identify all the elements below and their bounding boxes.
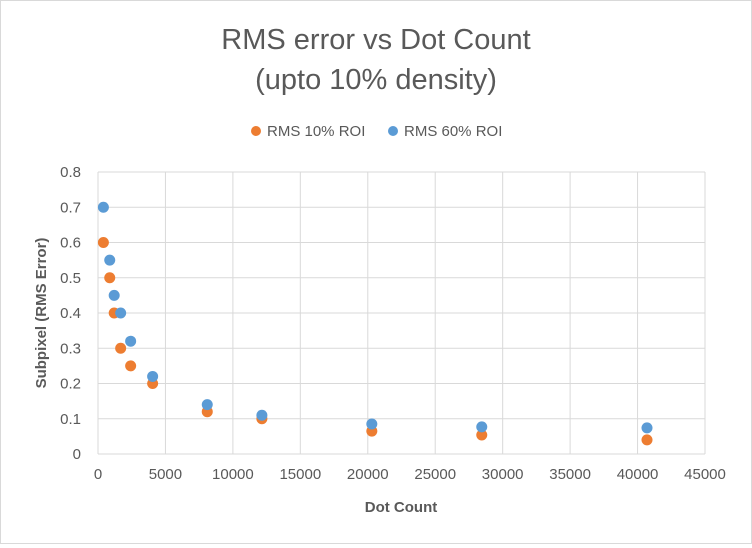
chart-title-line2: (upto 10% density) — [255, 64, 497, 96]
x-tick-label: 0 — [94, 466, 102, 483]
y-tick-label: 0.3 — [60, 340, 81, 357]
tick-labels: 0 5000 10000 15000 20000 25000 30000 35000 40000… — [60, 164, 726, 483]
legend-label: RMS 60% ROI — [404, 123, 502, 140]
x-tick-label: 5000 — [149, 466, 182, 483]
data-point-rms-10-roi — [641, 434, 653, 446]
x-tick-label: 45000 — [684, 466, 726, 483]
data-point-rms-60-roi — [366, 418, 378, 430]
y-tick-label: 0.2 — [60, 376, 81, 393]
y-tick-label: 0.7 — [60, 199, 81, 216]
data-point-rms-10-roi — [115, 342, 127, 354]
data-point-rms-60-roi — [256, 409, 268, 421]
data-point-rms-10-roi — [104, 272, 116, 284]
data-points — [97, 201, 653, 446]
data-point-rms-60-roi — [108, 289, 120, 301]
data-point-rms-60-roi — [115, 307, 127, 319]
legend: RMS 10% ROI RMS 60% ROI — [251, 123, 502, 140]
y-axis-label: Subpixel (RMS Error) — [33, 238, 50, 389]
data-point-rms-10-roi — [476, 429, 488, 441]
x-tick-label: 40000 — [617, 466, 659, 483]
x-tick-label: 30000 — [482, 466, 524, 483]
data-point-rms-60-roi — [97, 201, 109, 213]
y-tick-label: 0.4 — [60, 305, 81, 322]
x-tick-label: 15000 — [279, 466, 321, 483]
y-tick-label: 0.8 — [60, 164, 81, 181]
data-point-rms-10-roi — [125, 360, 137, 372]
gridlines — [97, 171, 706, 455]
y-tick-label: 0.6 — [60, 235, 81, 252]
chart-title-line1: RMS error vs Dot Count — [221, 24, 530, 56]
x-tick-label: 25000 — [414, 466, 456, 483]
data-point-rms-60-roi — [147, 370, 159, 382]
x-tick-label: 35000 — [549, 466, 591, 483]
data-point-rms-60-roi — [641, 422, 653, 434]
data-point-rms-60-roi — [476, 421, 488, 433]
legend-marker — [251, 126, 261, 136]
y-tick-label: 0.1 — [60, 411, 81, 428]
data-point-rms-60-roi — [201, 399, 213, 411]
data-point-rms-60-roi — [125, 335, 137, 347]
data-point-rms-10-roi — [97, 237, 109, 248]
x-tick-label: 20000 — [347, 466, 389, 483]
legend-marker — [388, 126, 398, 136]
legend-label: RMS 10% ROI — [267, 123, 365, 140]
data-point-rms-60-roi — [104, 254, 116, 266]
y-tick-label: 0.5 — [60, 270, 81, 287]
x-axis-label: Dot Count — [365, 499, 437, 516]
x-tick-label: 10000 — [212, 466, 254, 483]
y-tick-label: 0 — [73, 446, 81, 463]
